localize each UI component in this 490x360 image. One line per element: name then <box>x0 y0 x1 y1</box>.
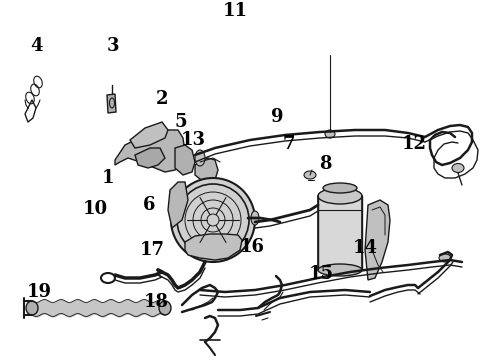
Circle shape <box>171 178 255 262</box>
Text: 12: 12 <box>401 135 427 153</box>
Text: 9: 9 <box>270 108 283 126</box>
Ellipse shape <box>26 301 38 315</box>
Text: 4: 4 <box>30 37 43 55</box>
Text: 6: 6 <box>143 196 156 214</box>
Polygon shape <box>107 94 116 113</box>
Polygon shape <box>318 196 362 270</box>
Text: 13: 13 <box>181 131 206 149</box>
Ellipse shape <box>318 264 362 276</box>
Text: 5: 5 <box>175 113 188 131</box>
Ellipse shape <box>159 301 171 315</box>
Text: 16: 16 <box>240 238 265 256</box>
Ellipse shape <box>318 188 362 204</box>
Polygon shape <box>135 148 165 168</box>
Text: 1: 1 <box>101 169 114 187</box>
Ellipse shape <box>195 150 205 166</box>
Text: 15: 15 <box>308 265 334 283</box>
Text: 7: 7 <box>283 135 295 153</box>
Polygon shape <box>175 145 195 175</box>
Text: 17: 17 <box>139 241 165 259</box>
Ellipse shape <box>304 171 316 179</box>
Polygon shape <box>195 158 218 183</box>
Text: 8: 8 <box>319 155 332 173</box>
Ellipse shape <box>251 211 259 225</box>
Text: 14: 14 <box>352 239 378 257</box>
Text: 19: 19 <box>26 283 52 301</box>
Text: 2: 2 <box>155 90 168 108</box>
Text: 18: 18 <box>143 293 169 311</box>
Text: 11: 11 <box>222 2 248 20</box>
Polygon shape <box>365 200 390 280</box>
Polygon shape <box>185 234 242 260</box>
Ellipse shape <box>439 254 451 262</box>
Text: 10: 10 <box>83 200 108 218</box>
Ellipse shape <box>452 163 464 172</box>
Polygon shape <box>115 130 185 172</box>
Text: 3: 3 <box>106 37 119 55</box>
Polygon shape <box>130 122 168 148</box>
Ellipse shape <box>323 183 357 193</box>
Ellipse shape <box>325 130 335 138</box>
Polygon shape <box>168 182 188 228</box>
